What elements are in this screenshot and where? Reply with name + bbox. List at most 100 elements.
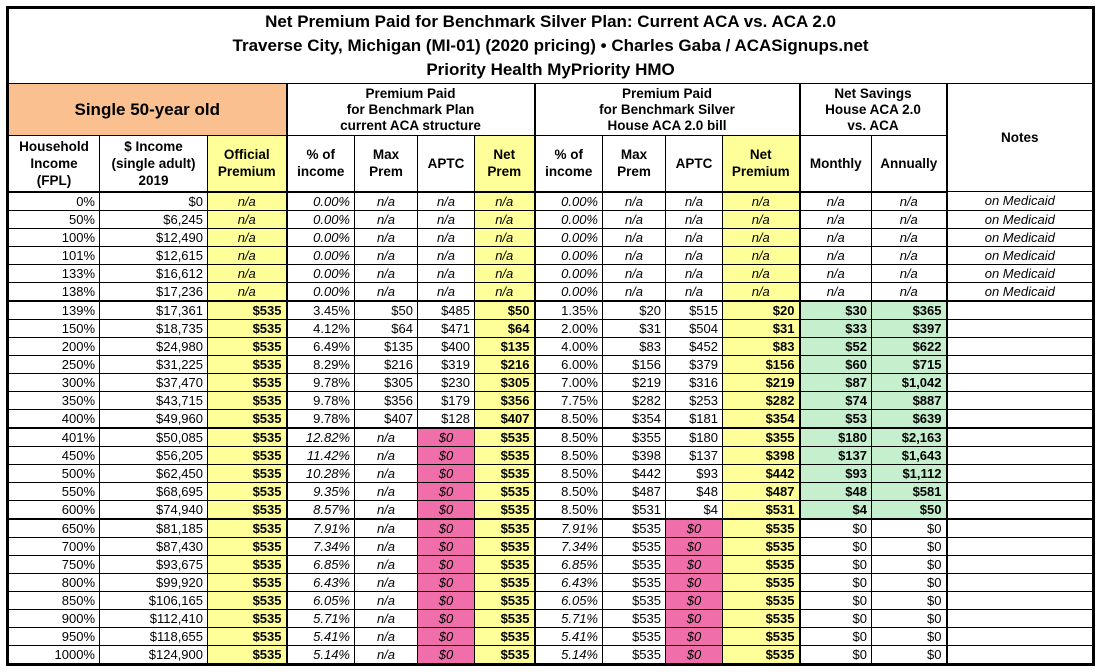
aca2-max-prem-cell: n/a — [602, 209, 666, 229]
aca2-pct-income-cell: 8.50% — [533, 426, 603, 447]
aca2-aptc-cell: $504 — [665, 318, 723, 338]
aca2-net-premium-cell: $535 — [722, 554, 800, 574]
aca2-net-premium-cell: $31 — [722, 318, 800, 338]
aca2-net-premium-cell: $354 — [722, 408, 800, 428]
aca-pct-income-cell: 8.57% — [285, 499, 355, 519]
income-cell: $17,361 — [99, 299, 208, 320]
aca-pct-income-cell: 4.12% — [285, 318, 355, 338]
aca2-max-prem-cell: n/a — [602, 227, 666, 247]
table-row: 400% $49,960 $535 9.78% $407 $128 $407 8.50% $35… — [7, 408, 1095, 428]
aca2-aptc-cell: $0 — [665, 554, 723, 574]
official-premium-cell: $535 — [207, 499, 287, 519]
official-premium-cell: $535 — [207, 445, 287, 465]
aca-aptc-cell: $0 — [417, 608, 475, 628]
aca2-max-prem-cell: n/a — [602, 263, 666, 283]
aca2-max-prem-cell: $487 — [602, 481, 666, 501]
table-row: 0% $0 n/a 0.00% n/a n/a n/a 0.00% n/a n/a n/a n/a n/… — [7, 191, 1095, 211]
aca-aptc-cell: n/a — [417, 191, 475, 211]
aca2-net-premium-cell: $535 — [722, 626, 800, 646]
notes-cell — [945, 426, 1095, 447]
aca-net-prem-cell: $50 — [474, 299, 535, 320]
notes-cell — [945, 536, 1095, 556]
aca2-max-prem-cell: $531 — [602, 499, 666, 519]
aca-max-prem-cell: n/a — [354, 463, 418, 483]
aca-pct-income-cell: 9.78% — [285, 372, 355, 392]
aca2-max-prem-cell: $354 — [602, 408, 666, 428]
aca2-net-premium-cell: $20 — [722, 299, 800, 320]
official-premium-cell: $535 — [207, 318, 287, 338]
aca2-aptc-cell: $379 — [665, 354, 723, 374]
aca2-pct-income-cell: 6.05% — [533, 590, 603, 610]
savings-monthly-cell: $74 — [798, 390, 872, 410]
aca-max-prem-cell: n/a — [354, 263, 418, 283]
notes-cell — [945, 590, 1095, 610]
aca-max-prem-cell: n/a — [354, 572, 418, 592]
table-row: 150% $18,735 $535 4.12% $64 $471 $64 2.00% $31 $5… — [7, 318, 1095, 338]
fpl-cell: 650% — [7, 517, 100, 538]
col-header-savings-monthly: Monthly — [798, 135, 872, 193]
fpl-cell: 350% — [7, 390, 100, 410]
aca2-aptc-cell: n/a — [665, 209, 723, 229]
notes-cell: on Medicaid — [945, 263, 1095, 283]
aca-net-prem-cell: $535 — [474, 463, 535, 483]
fpl-cell: 300% — [7, 372, 100, 392]
aca-net-prem-cell: $535 — [474, 608, 535, 628]
savings-annually-cell: $365 — [871, 299, 947, 320]
fpl-cell: 600% — [7, 499, 100, 519]
aca2-pct-income-cell: 7.91% — [533, 517, 603, 538]
aca-max-prem-cell: n/a — [354, 499, 418, 519]
notes-cell — [945, 499, 1095, 519]
aca-pct-income-cell: 7.34% — [285, 536, 355, 556]
notes-cell: on Medicaid — [945, 191, 1095, 211]
aca2-max-prem-cell: $398 — [602, 445, 666, 465]
aca-max-prem-cell: $64 — [354, 318, 418, 338]
aca2-pct-income-cell: 6.00% — [533, 354, 603, 374]
official-premium-cell: $535 — [207, 644, 287, 665]
fpl-cell: 750% — [7, 554, 100, 574]
aca-aptc-cell: $0 — [417, 590, 475, 610]
aca2-aptc-cell: n/a — [665, 245, 723, 265]
notes-column-header: Notes — [945, 83, 1095, 192]
aca-max-prem-cell: $50 — [354, 299, 418, 320]
savings-monthly-cell: $0 — [798, 626, 872, 646]
aca-pct-income-cell: 3.45% — [285, 299, 355, 320]
aca-net-prem-cell: $135 — [474, 336, 535, 356]
aca-pct-income-cell: 11.42% — [285, 445, 355, 465]
aca2-pct-income-cell: 0.00% — [533, 227, 603, 247]
fpl-cell: 250% — [7, 354, 100, 374]
aca-pct-income-cell: 5.14% — [285, 644, 355, 665]
title-line-2: Traverse City, Michigan (MI-01) (2020 pr… — [232, 36, 869, 55]
aca2-max-prem-cell: $83 — [602, 336, 666, 356]
aca-net-prem-cell: $305 — [474, 372, 535, 392]
fpl-cell: 700% — [7, 536, 100, 556]
aca2-pct-income-cell: 5.14% — [533, 644, 603, 665]
notes-cell — [945, 608, 1095, 628]
aca-max-prem-cell: $135 — [354, 336, 418, 356]
aca2-net-premium-cell: $535 — [722, 644, 800, 665]
aca-aptc-cell: $485 — [417, 299, 475, 320]
official-premium-cell: n/a — [207, 281, 287, 301]
aca2-aptc-cell: $0 — [665, 517, 723, 538]
aca2-max-prem-cell: n/a — [602, 245, 666, 265]
notes-cell — [945, 554, 1095, 574]
fpl-cell: 1000% — [7, 644, 100, 665]
savings-annually-cell: $0 — [871, 590, 947, 610]
income-cell: $49,960 — [99, 408, 208, 428]
aca2-net-premium-cell: n/a — [722, 209, 800, 229]
aca2-pct-income-cell: 7.34% — [533, 536, 603, 556]
savings-annually-cell: n/a — [871, 245, 947, 265]
aca-aptc-cell: n/a — [417, 281, 475, 301]
aca-aptc-cell: $0 — [417, 626, 475, 646]
savings-annually-cell: $1,042 — [871, 372, 947, 392]
aca-pct-income-cell: 12.82% — [285, 426, 355, 447]
aca-net-prem-cell: $407 — [474, 408, 535, 428]
aca-net-prem-cell: $535 — [474, 572, 535, 592]
savings-monthly-cell: $0 — [798, 536, 872, 556]
aca-net-prem-cell: $535 — [474, 554, 535, 574]
aca-net-prem-cell: n/a — [474, 245, 535, 265]
col-header-official-premium: Official Premium — [207, 135, 287, 193]
official-premium-cell: $535 — [207, 554, 287, 574]
aca-net-prem-cell: n/a — [474, 263, 535, 283]
aca-pct-income-cell: 6.49% — [285, 336, 355, 356]
aca-net-prem-cell: n/a — [474, 209, 535, 229]
